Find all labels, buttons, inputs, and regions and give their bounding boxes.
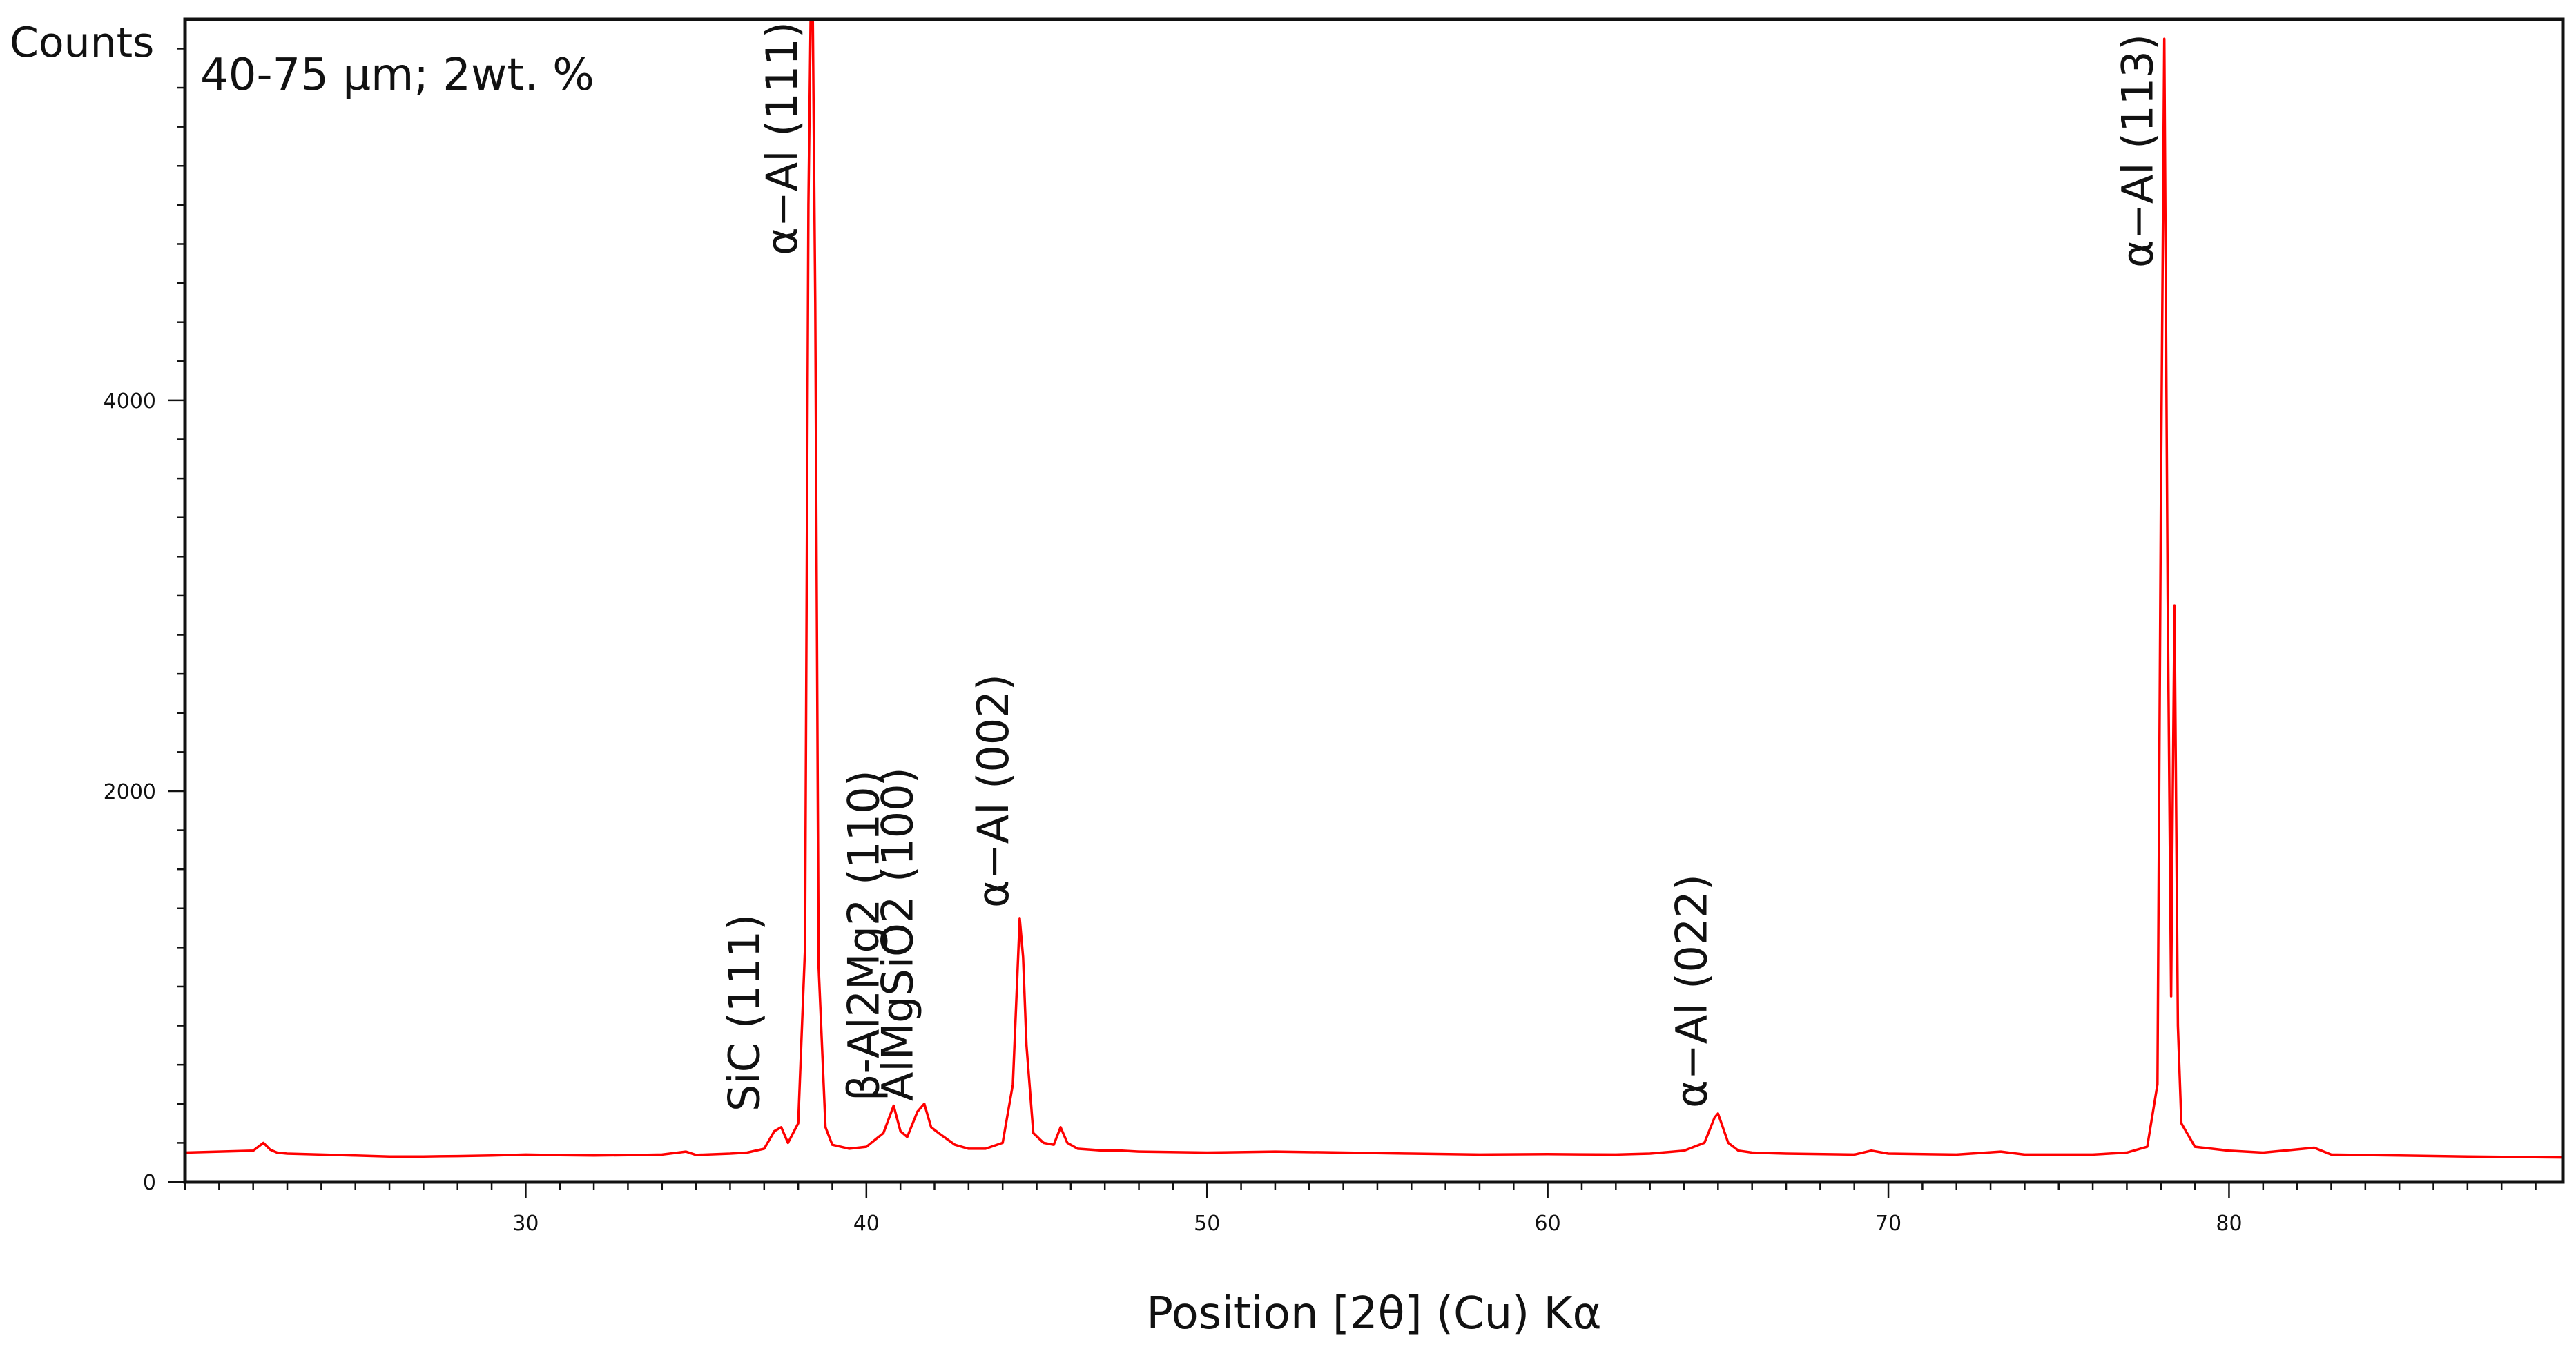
plot-frame	[183, 17, 2565, 1184]
legend-text: 40-75 µm; 2wt. %	[200, 50, 594, 101]
x-tick-label: 80	[2216, 1212, 2242, 1236]
x-axis: 30 40 50 60 70 80	[184, 1182, 2537, 1236]
peak-label: α−Al (002)	[968, 674, 1018, 908]
x-tick-label: 40	[853, 1212, 880, 1236]
peak-label: β-Al2Mg2 (110)	[838, 770, 889, 1101]
plot-area	[185, 19, 2563, 1159]
peak-annotations: α−Al (111) α−Al (113) SiC (111) β-Al2Mg2 (1…	[719, 21, 2163, 1112]
x-axis-title: Position [2θ] (Cu) Kα	[1146, 1288, 1601, 1339]
y-tick-label: 0	[143, 1171, 156, 1195]
x-tick-label: 50	[1194, 1212, 1220, 1236]
x-tick-label: 30	[512, 1212, 539, 1236]
peak-label: α−Al (022)	[1666, 874, 1716, 1108]
y-axis-title: Counts	[10, 19, 154, 67]
peak-label: AlMgSiO2 (100)	[873, 767, 923, 1101]
peak-label: SiC (111)	[719, 914, 770, 1112]
x-tick-label: 70	[1875, 1212, 1901, 1236]
peak-label: α−Al (111)	[757, 21, 807, 255]
x-tick-label: 60	[1535, 1212, 1561, 1236]
peak-label: α−Al (113)	[2113, 34, 2163, 268]
xrd-pattern-line	[185, 19, 2563, 1159]
y-tick-label: 2000	[104, 780, 156, 804]
y-axis: 0 2000 4000	[104, 48, 185, 1195]
y-tick-label: 4000	[104, 389, 156, 414]
